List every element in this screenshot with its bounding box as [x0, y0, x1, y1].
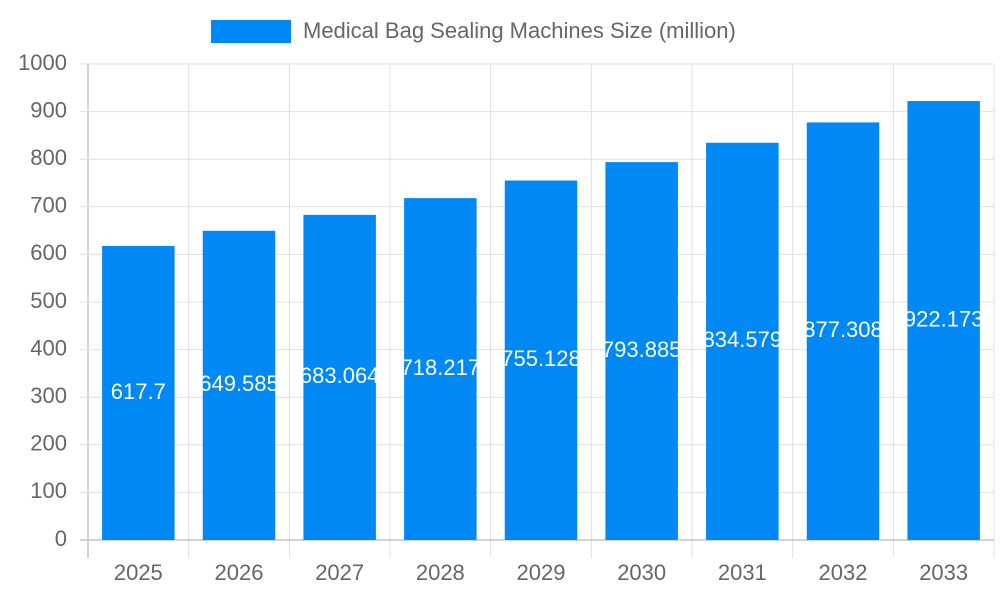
bar: [706, 142, 779, 540]
y-tick-label: 1000: [18, 50, 67, 75]
value-label: 683.064: [300, 363, 380, 388]
x-tick-label: 2025: [114, 560, 163, 585]
y-tick-label: 200: [30, 431, 67, 456]
value-label: 834.579: [703, 327, 783, 352]
x-tick-label: 2030: [617, 560, 666, 585]
y-tick-label: 0: [55, 526, 67, 551]
y-tick-label: 500: [30, 288, 67, 313]
bar: [202, 230, 276, 540]
y-tick-label: 400: [30, 335, 67, 360]
legend-label: Medical Bag Sealing Machines Size (milli…: [303, 18, 736, 43]
y-tick-label: 600: [30, 240, 67, 265]
bar: [102, 245, 175, 540]
value-label: 718.217: [401, 355, 481, 380]
y-tick-label: 900: [30, 97, 67, 122]
bar: [303, 214, 376, 540]
value-label: 877.308: [803, 317, 883, 342]
x-tick-label: 2031: [718, 560, 767, 585]
value-label: 649.585: [199, 371, 279, 396]
legend-swatch: [211, 20, 291, 43]
x-tick-label: 2032: [819, 560, 868, 585]
bar: [504, 180, 578, 540]
y-tick-label: 300: [30, 383, 67, 408]
x-tick-label: 2027: [315, 560, 364, 585]
bar: [907, 101, 980, 540]
bar: [605, 162, 678, 541]
bar: [806, 122, 880, 540]
x-tick-label: 2029: [517, 560, 566, 585]
x-tick-label: 2033: [919, 560, 968, 585]
y-tick-label: 100: [30, 478, 67, 503]
x-tick-label: 2028: [416, 560, 465, 585]
value-label: 922.173: [904, 306, 984, 331]
x-tick-label: 2026: [215, 560, 264, 585]
value-label: 793.885: [602, 337, 682, 362]
value-label: 617.7: [111, 379, 166, 404]
bar: [404, 198, 477, 540]
value-label: 755.128: [501, 346, 581, 371]
y-tick-label: 800: [30, 145, 67, 170]
y-tick-label: 700: [30, 193, 67, 218]
